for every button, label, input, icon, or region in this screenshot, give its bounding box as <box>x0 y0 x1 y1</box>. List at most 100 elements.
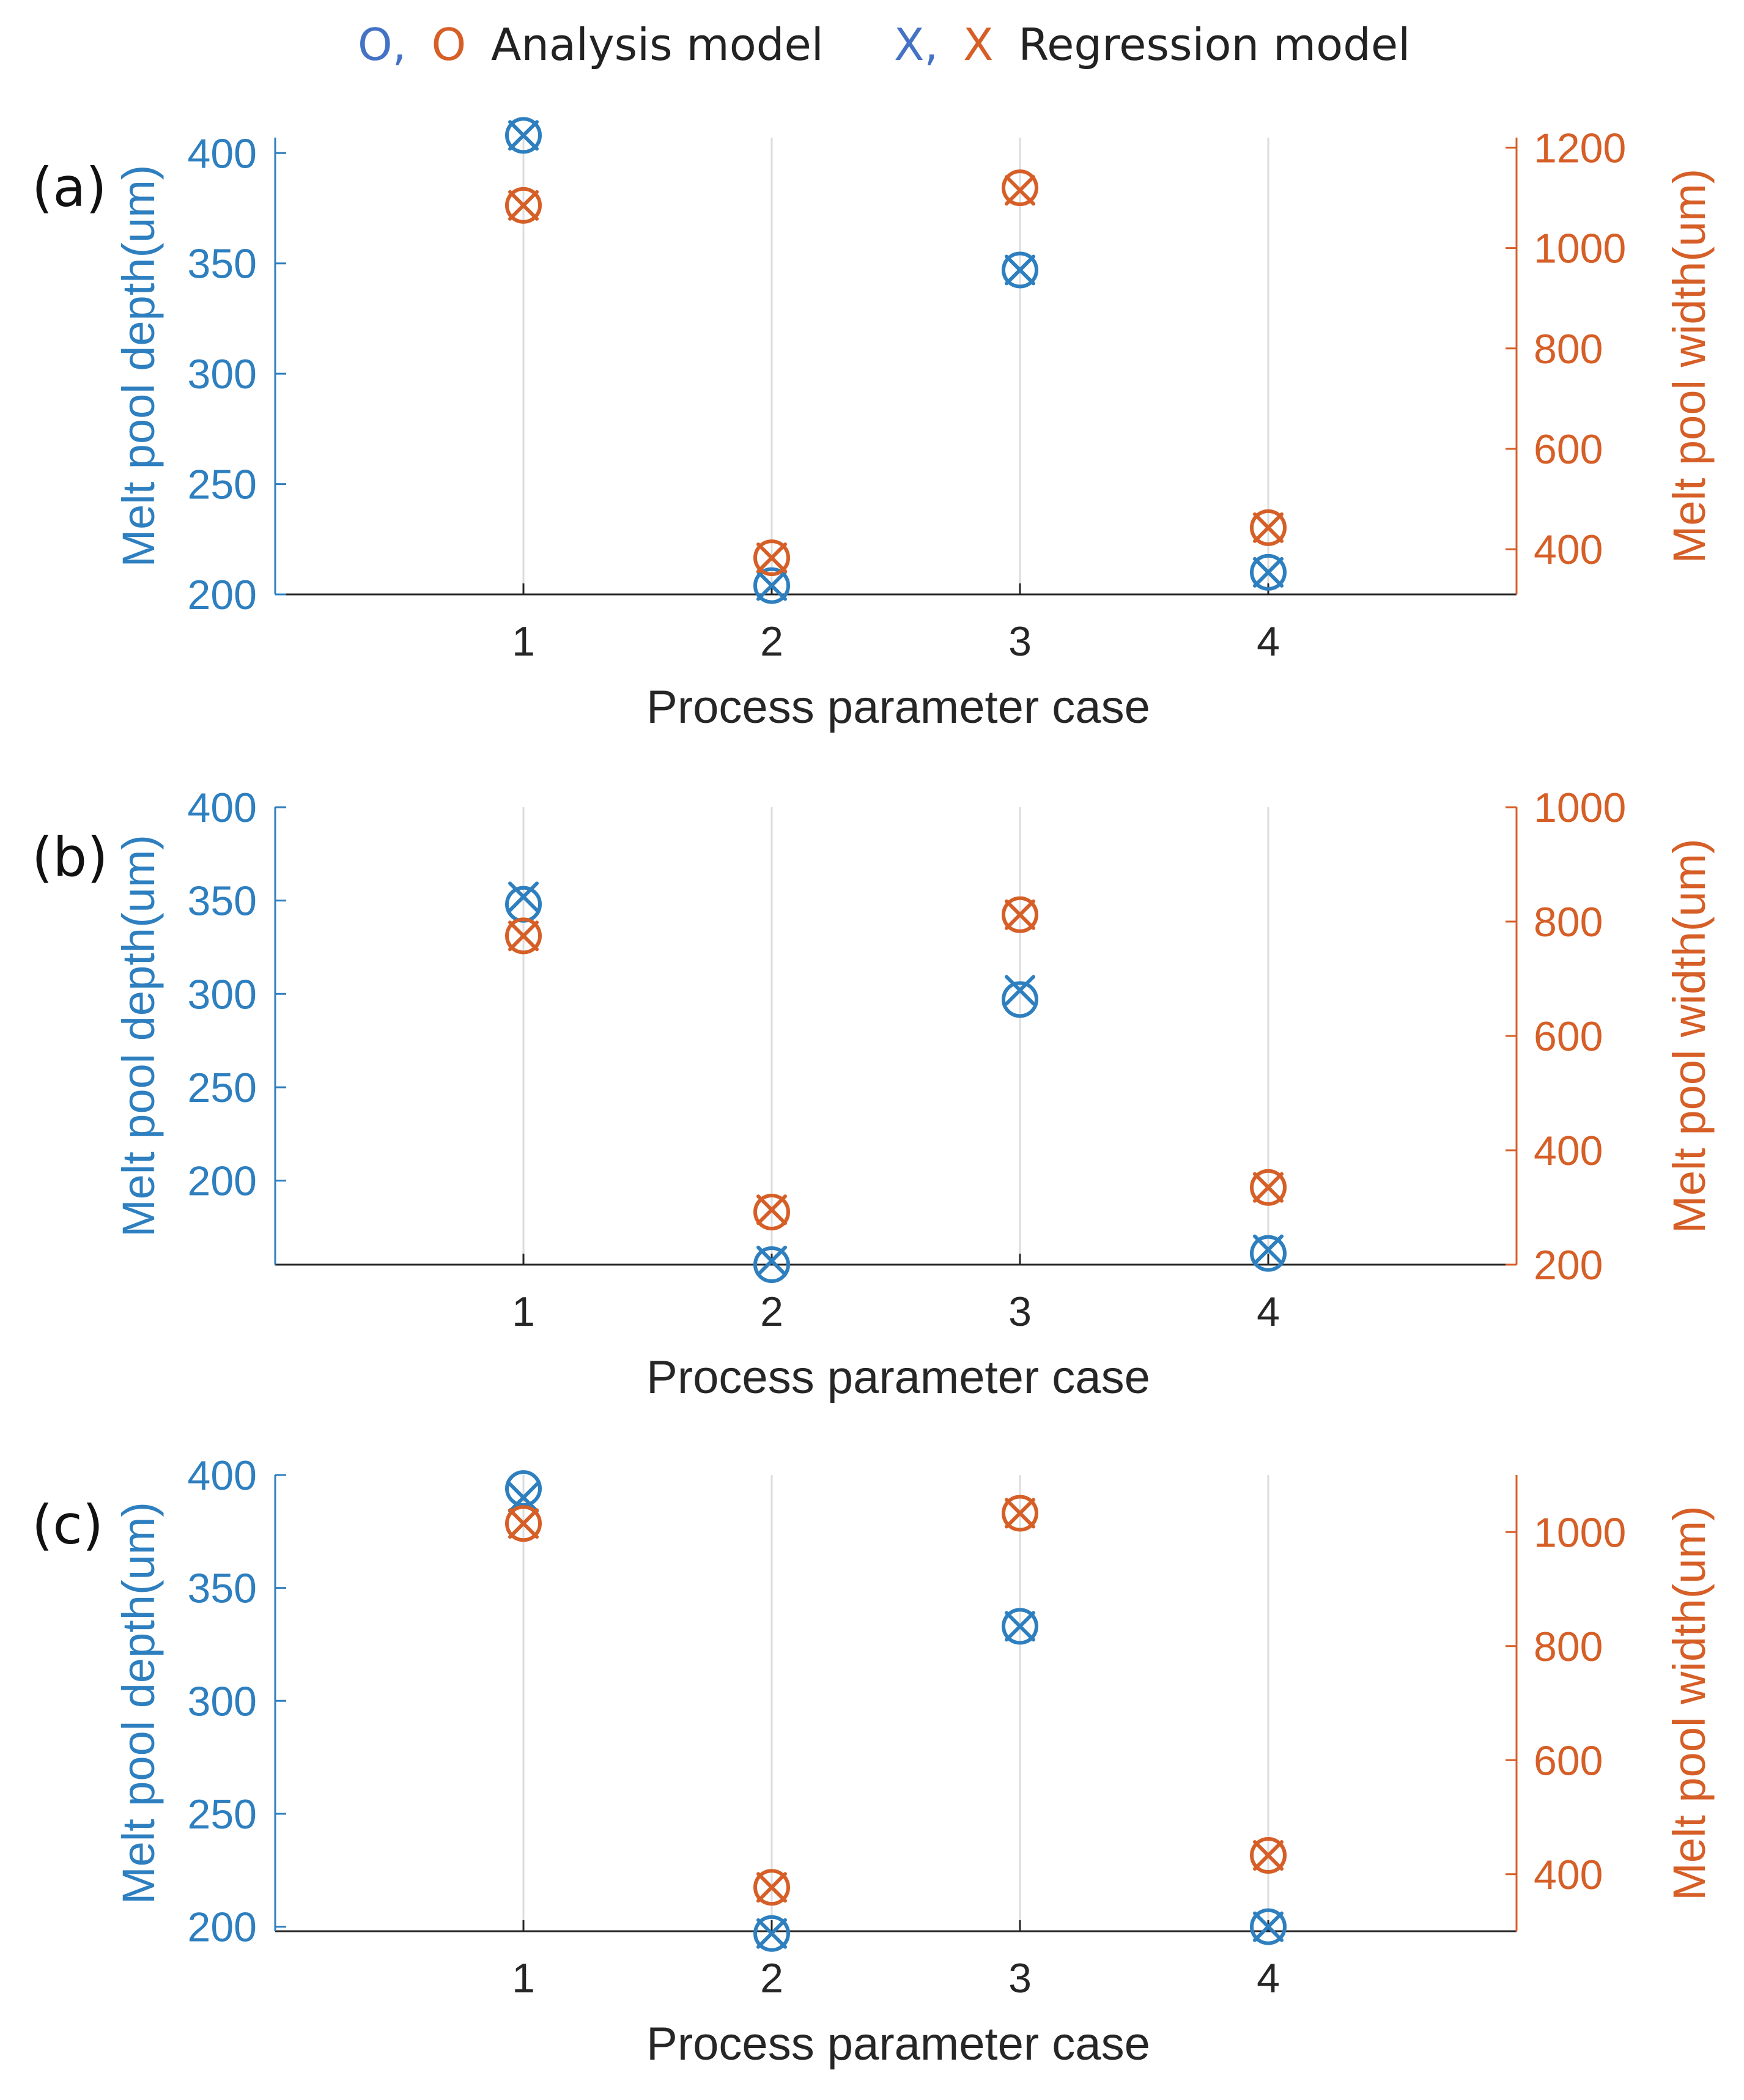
right-y-tick-label-800: 800 <box>1534 1624 1603 1670</box>
x-tick-label-2: 2 <box>760 618 783 665</box>
marker-circle-case-3 <box>1002 1608 1038 1645</box>
marker-cross-case-3 <box>1005 899 1035 930</box>
marker-cross-case-1 <box>508 920 539 952</box>
series-left-analysis <box>505 117 1287 604</box>
x-tick-label-1: 1 <box>512 1288 535 1335</box>
marker-circle-case-3 <box>1002 896 1038 933</box>
marker-cross-case-1 <box>508 190 539 221</box>
x-axis-label: Process parameter case <box>646 2018 1150 2070</box>
x-tick-label-3: 3 <box>1008 618 1032 665</box>
panel-a: 1 2 3 4 200 250 300 350 400 400 600 800 1000 1200 Melt… <box>32 117 1715 733</box>
marker-circle-case-2 <box>753 1193 790 1230</box>
marker-cross-case-2 <box>756 542 787 574</box>
marker-cross-case-4 <box>1253 512 1284 543</box>
left-y-tick-label-300: 300 <box>188 351 257 397</box>
marker-cross-case-2 <box>756 570 787 601</box>
right-y-tick-label-1200: 1200 <box>1534 125 1626 171</box>
marker-circle-case-1 <box>505 117 542 154</box>
marker-cross-case-4 <box>1253 556 1284 588</box>
series-left-analysis <box>505 885 1287 1283</box>
series-left-regression <box>508 1482 1284 1949</box>
x-tick-label-2: 2 <box>760 1288 783 1335</box>
series-right-regression <box>508 175 1284 574</box>
marker-cross-case-4 <box>1253 1234 1284 1265</box>
x-tick-label-2: 2 <box>760 1955 783 2002</box>
legend: O, O Analysis model X, X Regression mode… <box>358 19 1410 70</box>
left-y-tick-label-250: 250 <box>188 1791 257 1838</box>
panel-c: 1 2 3 4 200 250 300 350 400 400 600 800 1000 Melt poo… <box>32 1452 1715 2070</box>
marker-circle-case-1 <box>505 1470 542 1507</box>
right-y-axis-label: Melt pool width(um) <box>1664 1506 1715 1901</box>
left-y-axis-label: Melt pool depth(um) <box>113 1502 164 1904</box>
series-left-analysis <box>505 1470 1287 1952</box>
series-left-regression <box>508 120 1284 601</box>
marker-cross-case-3 <box>1005 1611 1035 1642</box>
marker-circle-case-3 <box>1002 981 1038 1018</box>
left-y-tick-label-400: 400 <box>188 130 257 177</box>
marker-circle-case-2 <box>753 539 790 577</box>
marker-circle-case-1 <box>505 1505 542 1542</box>
x-tick-label-4: 4 <box>1257 1288 1280 1335</box>
x-tick-label-4: 4 <box>1257 1955 1280 2002</box>
left-y-axis-label: Melt pool depth(um) <box>113 165 164 567</box>
right-y-tick-label-400: 400 <box>1534 527 1603 573</box>
marker-cross-case-4 <box>1253 1911 1284 1942</box>
marker-circle-case-3 <box>1002 169 1038 207</box>
marker-cross-case-3 <box>1005 975 1035 1006</box>
left-y-tick-label-300: 300 <box>188 1678 257 1725</box>
marker-circle-case-1 <box>505 187 542 224</box>
marker-cross-case-2 <box>756 1918 787 1949</box>
right-y-tick-label-600: 600 <box>1534 1013 1603 1060</box>
marker-cross-case-3 <box>1005 175 1035 206</box>
right-y-tick-label-800: 800 <box>1534 899 1603 945</box>
right-y-tick-label-1000: 1000 <box>1534 226 1626 272</box>
marker-cross-case-1 <box>508 120 539 151</box>
left-y-tick-label-200: 200 <box>188 1904 257 1951</box>
right-y-tick-label-600: 600 <box>1534 1737 1603 1784</box>
x-axis-label: Process parameter case <box>646 681 1150 733</box>
left-y-tick-label-250: 250 <box>188 462 257 508</box>
panel-label: (c) <box>32 1493 103 1556</box>
marker-circle-case-4 <box>1250 1169 1287 1206</box>
series-right-analysis <box>505 169 1287 577</box>
right-y-axis-label: Melt pool width(um) <box>1664 838 1715 1233</box>
marker-cross-case-1 <box>508 1482 539 1513</box>
x-tick-label-1: 1 <box>512 1955 535 2002</box>
right-y-tick-label-400: 400 <box>1534 1852 1603 1898</box>
series-right-analysis <box>505 1495 1287 1906</box>
svg-text:O, O Analysis mode: O, O Analysis model <box>358 19 824 70</box>
left-y-tick-label-350: 350 <box>188 1566 257 1612</box>
legend-analysis-prefix-orange: O <box>431 19 466 70</box>
marker-circle-case-1 <box>505 917 542 955</box>
series-right-regression <box>508 1498 1284 1903</box>
marker-cross-case-3 <box>1005 254 1035 286</box>
panel-label: (a) <box>32 156 107 219</box>
marker-cross-case-3 <box>1005 1498 1035 1529</box>
right-y-tick-label-200: 200 <box>1534 1242 1603 1288</box>
marker-circle-case-4 <box>1250 1836 1287 1874</box>
marker-cross-case-4 <box>1253 1172 1284 1203</box>
x-tick-label-1: 1 <box>512 618 535 665</box>
right-y-axis-label: Melt pool width(um) <box>1664 169 1715 564</box>
marker-circle-case-2 <box>753 1915 790 1952</box>
panel-label: (b) <box>32 826 108 889</box>
panel-b: 1 2 3 4 200 250 300 350 400 200 400 600 800 1000 Melt … <box>32 785 1715 1403</box>
marker-circle-case-4 <box>1250 509 1287 546</box>
left-y-tick-label-250: 250 <box>188 1065 257 1111</box>
left-y-axis-label: Melt pool depth(um) <box>113 835 164 1237</box>
x-tick-label-4: 4 <box>1257 618 1280 665</box>
x-tick-label-3: 3 <box>1008 1955 1032 2002</box>
marker-circle-case-4 <box>1250 1908 1287 1945</box>
marker-cross-case-1 <box>508 1508 539 1539</box>
right-y-tick-label-1000: 1000 <box>1534 1509 1626 1556</box>
marker-circle-case-3 <box>1002 1495 1038 1532</box>
marker-circle-case-4 <box>1250 553 1287 591</box>
left-y-tick-label-200: 200 <box>188 1158 257 1205</box>
marker-cross-case-2 <box>756 1872 787 1903</box>
left-y-tick-label-400: 400 <box>188 1452 257 1499</box>
right-y-tick-label-800: 800 <box>1534 326 1603 372</box>
left-y-tick-label-350: 350 <box>188 241 257 287</box>
marker-cross-case-2 <box>756 1245 787 1276</box>
svg-text:X, X Regression mo: X, X Regression model <box>894 19 1410 70</box>
marker-circle-case-2 <box>753 1246 790 1283</box>
